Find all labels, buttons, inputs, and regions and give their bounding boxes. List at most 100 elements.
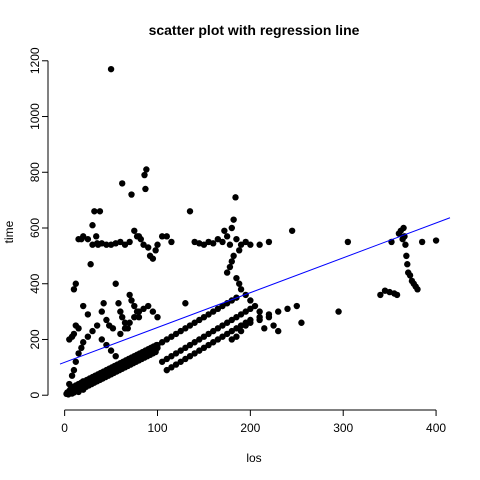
data-point [103,341,110,349]
data-point [210,339,217,346]
y-tick-label: 1000 [28,103,42,130]
data-point [66,380,73,388]
data-point [221,227,228,234]
data-point [103,241,110,248]
data-point [70,286,78,293]
data-point [186,322,194,329]
data-point [270,322,277,329]
data-point [117,238,124,246]
data-point [205,311,212,318]
data-point [191,319,198,326]
data-point [219,322,226,329]
data-point [404,261,411,268]
data-point [172,350,180,357]
data-point [84,235,92,243]
data-point [80,302,87,310]
y-tick-label: 400 [28,273,42,293]
data-point [149,255,157,262]
data-point [233,313,240,321]
data-point [70,366,78,374]
data-point [75,350,82,357]
data-point [128,191,135,198]
x-tick-label: 100 [147,421,167,435]
data-point [141,171,148,179]
data-point [100,300,107,307]
data-point [233,333,240,340]
data-point [98,308,105,315]
data-point [196,347,203,354]
data-point [237,311,245,318]
data-point [91,208,98,215]
data-point [145,244,152,251]
data-point [135,313,143,321]
data-point [133,308,141,315]
data-point [177,358,184,365]
data-point [403,252,410,260]
y-axis: 0 200 400 600 800 1000 1200 [28,47,49,399]
data-point [228,224,235,232]
data-point [158,233,166,240]
data-point [182,325,189,332]
data-point [72,358,79,365]
x-tick-label: 0 [61,421,68,435]
data-point [200,241,208,248]
y-axis-label: time [2,220,16,243]
data-point [406,272,414,279]
data-point [335,308,342,315]
data-point [247,319,254,326]
data-point [223,330,231,338]
data-point [163,355,170,363]
data-point [158,358,166,365]
x-tick-label: 400 [426,421,446,435]
data-point [226,241,234,248]
data-point [126,291,133,299]
y-tick-label: 0 [28,392,42,399]
points-layer [63,65,440,398]
data-point [152,247,159,254]
data-point [115,300,122,307]
data-point [72,280,79,287]
data-point [182,355,189,363]
data-point [75,325,82,332]
data-point [177,327,184,335]
data-point [237,322,245,329]
data-point [182,300,189,307]
data-point [210,308,217,315]
data-point [223,319,231,326]
data-point [191,339,198,346]
data-point [191,350,198,357]
data-point [107,65,115,73]
data-point [186,353,194,360]
y-tick-label: 600 [28,218,42,238]
data-point [237,241,245,248]
data-point [214,305,222,313]
data-point [236,247,243,254]
data-point [293,302,300,310]
data-point [196,336,203,343]
data-point [223,269,231,276]
data-point [68,372,76,379]
data-point [418,238,426,246]
data-point [214,336,222,343]
data-point [288,227,296,234]
data-point [117,308,124,315]
y-tick-label: 200 [28,329,42,349]
data-point [126,238,133,246]
data-point [228,336,235,343]
data-point [142,185,149,193]
data-point [210,240,217,247]
data-point [154,313,161,321]
regression-line [59,217,451,365]
data-point [219,238,226,246]
data-point [93,233,100,240]
data-point [93,322,101,329]
data-point [80,233,87,240]
data-point [137,235,144,243]
data-point [233,325,240,332]
data-point [414,286,421,293]
data-point [112,353,119,360]
data-point [94,241,102,248]
data-point [377,291,384,299]
data-point [432,237,440,244]
